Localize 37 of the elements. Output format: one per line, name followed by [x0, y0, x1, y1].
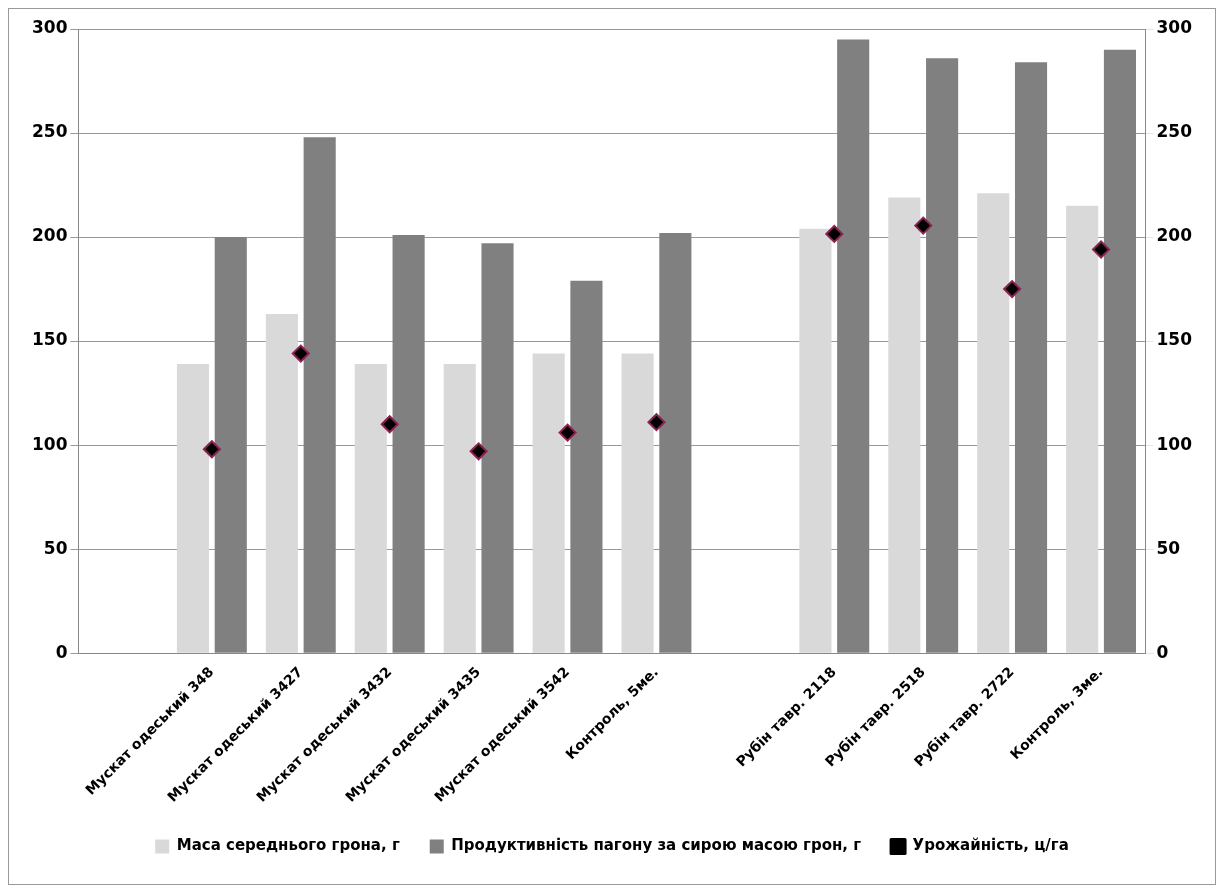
y-tick-label: 200	[31, 225, 68, 246]
bar	[1066, 205, 1099, 653]
legend-label: Маса середнього грона, г	[176, 836, 400, 855]
legend-label: Продуктивність пагону за сирою масою грон, г	[451, 836, 862, 855]
y2-tick-label: 50	[1156, 537, 1181, 558]
point	[914, 216, 933, 235]
y-tick-label: 300	[31, 17, 68, 38]
bar	[265, 314, 298, 653]
y-tick-label: 100	[31, 433, 68, 454]
point	[825, 224, 844, 243]
point	[380, 415, 399, 434]
y2-tick-label: 200	[1156, 225, 1193, 246]
bar	[354, 363, 387, 653]
y2-tick-label: 150	[1156, 329, 1193, 350]
y-tick-label: 50	[43, 537, 68, 558]
bar	[621, 353, 654, 653]
y2-tick-label: 250	[1156, 121, 1193, 142]
y-tick-label: 0	[55, 641, 68, 662]
bar	[977, 193, 1010, 653]
bar	[888, 197, 921, 653]
y2-tick-label: 100	[1156, 433, 1193, 454]
bar	[532, 353, 565, 653]
point	[1003, 280, 1022, 299]
y2-tick-label: 0	[1156, 641, 1169, 662]
y-tick-label: 150	[31, 329, 68, 350]
legend-label: Урожайність, ц/га	[912, 836, 1069, 855]
point	[202, 440, 221, 459]
bar	[176, 363, 210, 653]
bar	[799, 228, 832, 653]
bar	[443, 363, 476, 653]
y-tick-label: 250	[31, 121, 68, 142]
y2-tick-label: 300	[1156, 17, 1193, 38]
point	[558, 423, 577, 442]
point	[469, 442, 488, 461]
point	[291, 344, 310, 363]
point	[647, 413, 666, 432]
point	[1092, 240, 1111, 259]
